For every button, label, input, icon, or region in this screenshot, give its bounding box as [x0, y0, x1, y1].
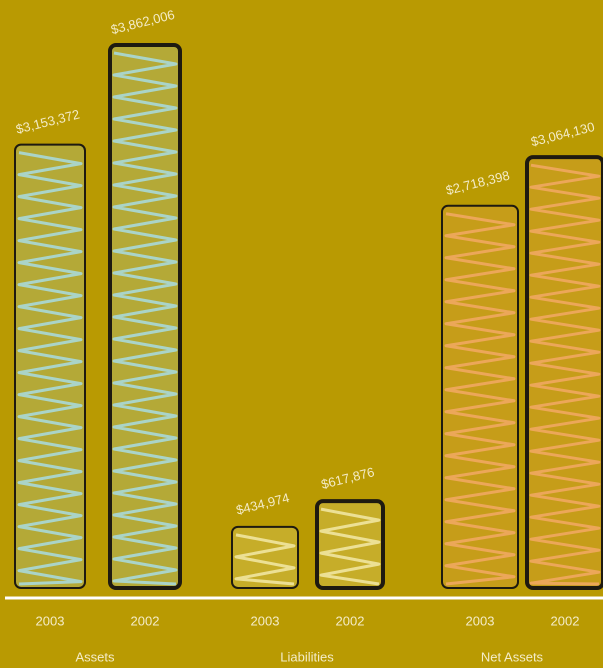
category-label: 2002 [336, 613, 365, 628]
category-label: 2002 [131, 613, 160, 628]
category-label: 2003 [36, 613, 65, 628]
group-label: Net Assets [481, 649, 544, 664]
bar-scribble [529, 163, 601, 586]
bar-scribble [112, 51, 178, 586]
group-label: Assets [75, 649, 115, 664]
category-label: 2003 [466, 613, 495, 628]
group-label: Liabilities [280, 649, 334, 664]
category-label: 2003 [251, 613, 280, 628]
category-label: 2002 [551, 613, 580, 628]
bar-scribble [234, 533, 296, 586]
bar-scribble [17, 151, 83, 586]
bar-scribble [444, 212, 516, 586]
bar-scribble [319, 507, 381, 586]
